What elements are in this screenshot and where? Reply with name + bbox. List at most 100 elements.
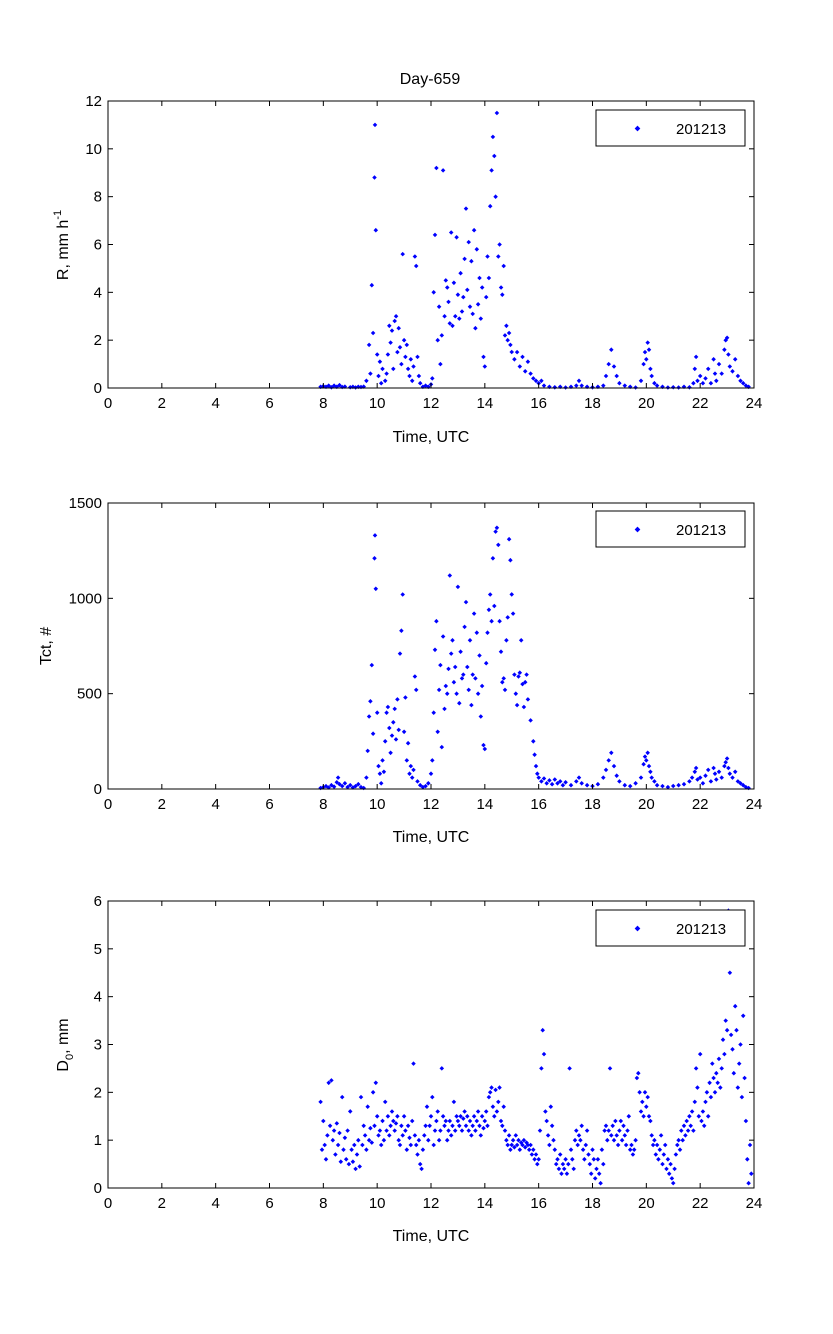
total-count-point bbox=[498, 649, 504, 654]
median-diameter-point bbox=[700, 1109, 706, 1114]
total-count-point bbox=[380, 758, 385, 763]
rain-rate-point bbox=[735, 373, 741, 379]
median-diameter-x-label: Time, UTC bbox=[393, 1228, 470, 1245]
median-diameter-x-tick-label: 2 bbox=[158, 1195, 166, 1212]
rain-rate-point bbox=[391, 366, 396, 372]
rain-rate-point bbox=[609, 347, 614, 352]
total-count-point bbox=[505, 615, 510, 620]
total-count-point bbox=[506, 536, 512, 542]
median-diameter-point bbox=[501, 1104, 506, 1109]
total-count-x-tick-label: 22 bbox=[692, 796, 709, 813]
rain-rate-x-tick-label: 10 bbox=[369, 395, 386, 412]
median-diameter-point bbox=[513, 1133, 519, 1138]
rain-rate-point bbox=[475, 302, 481, 307]
median-diameter-point bbox=[630, 1152, 636, 1157]
median-diameter-point bbox=[365, 1104, 370, 1109]
total-count-point bbox=[510, 611, 516, 616]
total-count-point bbox=[531, 739, 536, 744]
total-count-point bbox=[450, 638, 455, 643]
median-diameter-x-tick-label: 20 bbox=[638, 1195, 655, 1212]
median-diameter-y-label-sub: 0 bbox=[64, 1054, 76, 1060]
median-diameter-legend: 201213 bbox=[595, 909, 746, 947]
median-diameter-point bbox=[404, 1147, 410, 1152]
median-diameter-point bbox=[368, 1125, 373, 1131]
total-count-point bbox=[439, 744, 445, 750]
median-diameter-y-label-suffix: , mm bbox=[55, 1018, 72, 1054]
rain-rate-point bbox=[719, 371, 724, 376]
total-count-point bbox=[514, 702, 520, 708]
median-diameter-point bbox=[347, 1109, 353, 1114]
total-count-point bbox=[520, 681, 525, 687]
rain-rate-point bbox=[738, 378, 743, 384]
median-diameter-point bbox=[576, 1133, 582, 1138]
total-count-point bbox=[461, 672, 466, 677]
total-count-point bbox=[555, 781, 560, 786]
median-diameter-point bbox=[613, 1118, 618, 1124]
median-diameter-point bbox=[352, 1142, 357, 1148]
rain-rate-point bbox=[505, 337, 510, 343]
total-count-point bbox=[384, 710, 389, 715]
rain-rate-point bbox=[642, 349, 648, 355]
median-diameter-point bbox=[587, 1161, 593, 1167]
median-diameter-point bbox=[506, 1133, 512, 1138]
total-count-point bbox=[469, 702, 474, 708]
total-count-y-tick-label: 1500 bbox=[69, 495, 102, 512]
median-diameter-point bbox=[568, 1147, 574, 1152]
total-count-point bbox=[415, 779, 420, 784]
rain-rate-point bbox=[487, 203, 493, 209]
median-diameter-point bbox=[638, 1109, 644, 1114]
total-count-point bbox=[347, 782, 353, 788]
total-count-y-tick-label: 1000 bbox=[69, 590, 102, 607]
median-diameter-point bbox=[475, 1109, 481, 1114]
rain-rate-point bbox=[700, 380, 706, 386]
rain-rate-point bbox=[446, 299, 451, 305]
total-count-point bbox=[428, 771, 434, 776]
rain-rate-y-tick-label: 12 bbox=[85, 93, 102, 110]
total-count-x-ticks: 0 2 4 6 8 10 12 14 16 18 20 22 24 bbox=[104, 503, 762, 813]
median-diameter-point bbox=[448, 1133, 454, 1138]
rain-rate-point bbox=[614, 373, 619, 379]
rain-rate-x-tick-label: 2 bbox=[158, 395, 166, 412]
total-count-point bbox=[462, 624, 467, 630]
total-count-point bbox=[435, 729, 440, 735]
rain-rate-point bbox=[622, 383, 628, 388]
median-diameter-point bbox=[391, 1118, 396, 1124]
median-diameter-point bbox=[498, 1118, 504, 1124]
total-count-point bbox=[403, 695, 408, 700]
median-diameter-x-tick-label: 14 bbox=[476, 1195, 493, 1212]
total-count-point bbox=[609, 750, 614, 756]
median-diameter-point bbox=[338, 1159, 344, 1164]
median-diameter-point bbox=[583, 1142, 589, 1148]
median-diameter-point bbox=[654, 1142, 660, 1148]
rain-rate-point bbox=[461, 294, 466, 300]
median-diameter-point bbox=[430, 1094, 435, 1100]
rain-rate-point bbox=[539, 378, 544, 384]
median-diameter-point bbox=[346, 1161, 352, 1167]
median-diameter-point bbox=[540, 1027, 545, 1033]
rain-rate-point bbox=[606, 361, 611, 367]
median-diameter-point bbox=[481, 1125, 486, 1131]
median-diameter-x-tick-label: 22 bbox=[692, 1195, 709, 1212]
rain-rate-point bbox=[500, 292, 505, 297]
median-diameter-y-tick-label: 6 bbox=[94, 893, 102, 910]
median-diameter-point bbox=[409, 1118, 415, 1124]
panel-rain-rate: Day-659 0 2 4 6 8 10 12 14 16 18 20 22 24 024681012 … bbox=[52, 71, 762, 446]
median-diameter-point bbox=[384, 1128, 389, 1133]
rain-rate-point bbox=[579, 383, 584, 388]
median-diameter-point bbox=[634, 1075, 640, 1081]
median-diameter-point bbox=[623, 1142, 629, 1148]
median-diameter-point bbox=[688, 1123, 693, 1129]
rain-rate-point bbox=[502, 333, 508, 338]
median-diameter-point bbox=[611, 1137, 617, 1143]
rain-rate-point bbox=[486, 275, 492, 281]
rain-rate-point bbox=[399, 361, 404, 367]
total-count-point bbox=[670, 783, 676, 789]
median-diameter-x-tick-label: 4 bbox=[211, 1195, 219, 1212]
rain-rate-point bbox=[403, 354, 408, 360]
total-count-x-tick-label: 6 bbox=[265, 796, 273, 813]
total-count-point bbox=[395, 697, 400, 702]
median-diameter-point bbox=[545, 1133, 551, 1138]
total-count-point bbox=[708, 779, 714, 784]
median-diameter-point bbox=[665, 1157, 671, 1162]
